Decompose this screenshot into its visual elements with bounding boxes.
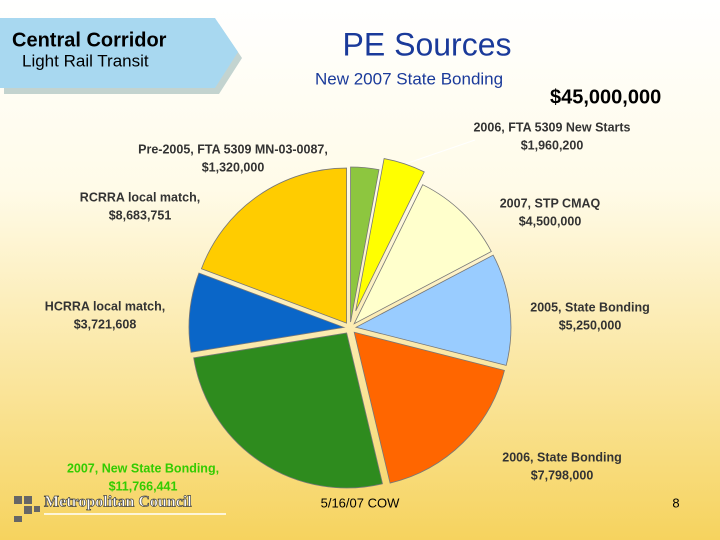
- header-line1: Central Corridor: [12, 29, 167, 51]
- header-banner: [0, 18, 238, 88]
- slice-value-label: $1,320,000: [202, 160, 265, 174]
- slice-value-label: $7,798,000: [531, 468, 594, 482]
- page-number: 8: [672, 495, 679, 510]
- header-line2: Light Rail Transit: [22, 51, 149, 70]
- slice-label: 2007, STP CMAQ: [500, 196, 601, 210]
- slice-label: 2005, State Bonding: [530, 300, 649, 314]
- slice-label: 2006, State Bonding: [502, 450, 621, 464]
- slice-value-label: $11,766,441: [109, 479, 178, 493]
- pie-slice: [354, 254, 512, 366]
- pie-slice: [350, 166, 380, 323]
- total-label: $45,000,000: [550, 86, 661, 108]
- slice-label: 2007, New State Bonding,: [67, 461, 219, 475]
- pie-slice: [200, 167, 347, 324]
- leader-line: [404, 139, 476, 165]
- slice-value-label: $3,721,608: [74, 317, 137, 331]
- pie-slice: [353, 331, 505, 484]
- pie-slice: [188, 272, 346, 353]
- logo-icon: [14, 496, 40, 522]
- slice-label: HCRRA local match,: [45, 299, 165, 313]
- chart-subtitle: New 2007 State Bonding: [315, 69, 503, 88]
- pie-slice: [193, 332, 384, 489]
- slice-value-label: $5,250,000: [559, 318, 622, 332]
- slice-label: 2006, FTA 5309 New Starts: [473, 120, 630, 134]
- slice-value-label: $8,683,751: [109, 208, 172, 222]
- footer-date: 5/16/07 COW: [321, 495, 400, 510]
- chart-title: PE Sources: [343, 26, 512, 62]
- pie-slice: [355, 158, 425, 312]
- slice-label: RCRRA local match,: [80, 190, 200, 204]
- slice-label: Pre-2005, FTA 5309 MN-03-0087,: [138, 142, 328, 156]
- slice-value-label: $1,960,200: [521, 138, 584, 152]
- pie-slice: [353, 184, 492, 325]
- logo-text: Metropolitan Council: [44, 494, 192, 511]
- slice-value-label: $4,500,000: [519, 214, 582, 228]
